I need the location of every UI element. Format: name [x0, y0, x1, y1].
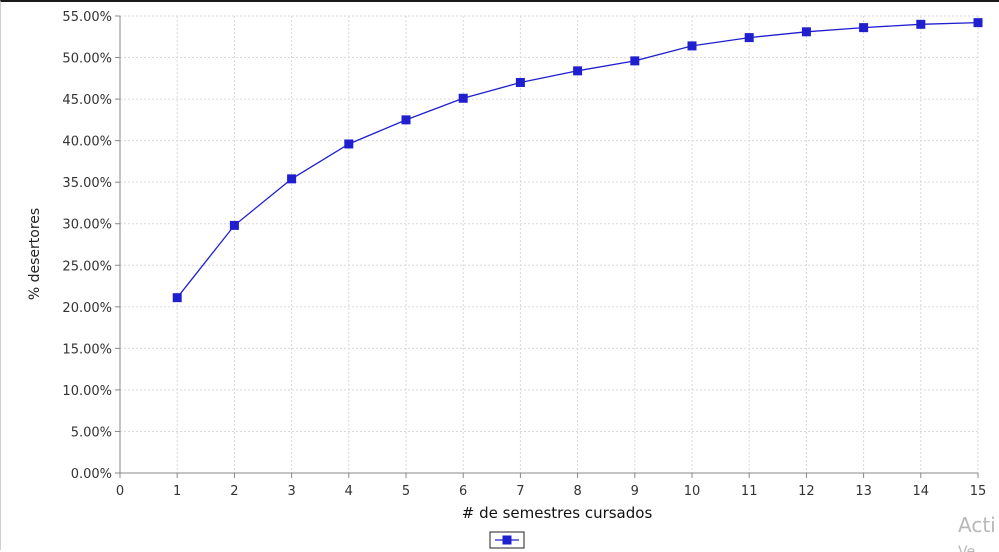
plot-area	[120, 16, 978, 473]
x-axis-label: # de semestres cursados	[462, 504, 653, 522]
data-point	[916, 19, 926, 29]
x-tick-label: 15	[970, 484, 987, 499]
data-point	[287, 174, 297, 184]
data-point	[744, 33, 754, 43]
series	[172, 18, 983, 303]
y-tick-label: 55.00%	[62, 10, 112, 25]
x-tick-label: 14	[913, 484, 930, 499]
y-axis-ticks: 0.00% 5.00% 10.00% 15.00% 20.00% 25.00% 30.00%…	[62, 10, 112, 482]
x-tick-label: 8	[573, 484, 581, 499]
x-axis-ticks: 0 1 2 3 4 5 6 7 8 9 10 11 12 13 14 15	[116, 484, 986, 499]
x-tick-label: 6	[459, 484, 467, 499]
x-tick-label: 3	[287, 484, 295, 499]
x-tick-label: 12	[798, 484, 815, 499]
axes	[115, 15, 979, 478]
y-tick-label: 30.00%	[62, 218, 112, 233]
x-tick-label: 10	[684, 484, 701, 499]
y-tick-label: 50.00%	[62, 52, 112, 67]
y-tick-label: 45.00%	[62, 93, 112, 108]
y-tick-label: 35.00%	[62, 176, 112, 191]
y-tick-label: 20.00%	[62, 301, 112, 316]
data-point	[630, 56, 640, 66]
x-tick-label: 5	[402, 484, 410, 499]
x-tick-label: 11	[741, 484, 758, 499]
y-tick-label: 25.00%	[62, 259, 112, 274]
data-point	[973, 18, 983, 28]
y-tick-label: 40.00%	[62, 135, 112, 150]
x-tick-label: 9	[631, 484, 639, 499]
data-point	[801, 27, 811, 37]
legend-marker	[502, 535, 512, 545]
y-tick-label: 15.00%	[62, 342, 112, 357]
data-point	[687, 41, 697, 51]
y-tick-label: 5.00%	[71, 425, 112, 440]
grid	[120, 15, 979, 473]
data-point	[859, 23, 869, 33]
y-tick-label: 0.00%	[71, 467, 112, 482]
watermark-subtext: Ve...	[958, 544, 988, 552]
x-tick-label: 13	[855, 484, 872, 499]
data-point	[172, 293, 182, 303]
x-tick-label: 1	[173, 484, 181, 499]
data-point	[344, 139, 354, 149]
y-tick-label: 10.00%	[62, 384, 112, 399]
data-point	[401, 115, 411, 125]
legend	[489, 531, 525, 549]
data-point	[458, 93, 468, 103]
data-point	[573, 66, 583, 76]
y-axis-label: % desertores	[27, 208, 43, 300]
x-tick-label: 4	[345, 484, 353, 499]
data-point	[229, 220, 239, 230]
data-point	[515, 77, 525, 87]
watermark-text: Acti	[958, 513, 996, 537]
x-tick-label: 0	[116, 484, 124, 499]
x-tick-label: 7	[516, 484, 524, 499]
x-tick-label: 2	[230, 484, 238, 499]
